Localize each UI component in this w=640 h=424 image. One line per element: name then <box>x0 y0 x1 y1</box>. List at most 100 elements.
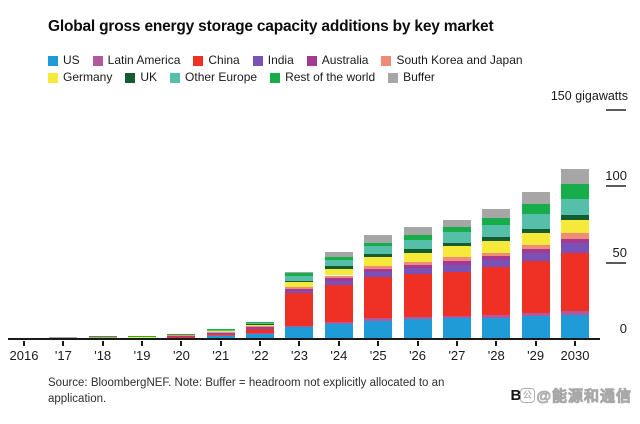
watermark-text: @能源和通信 <box>536 388 632 406</box>
x-axis-label: '21 <box>212 348 230 363</box>
legend-item-south-korea-and-japan: South Korea and Japan <box>381 52 523 69</box>
legend-swatch-icon <box>125 72 136 83</box>
legend-swatch-icon <box>48 55 58 66</box>
bar-segment-india <box>442 264 471 272</box>
legend-row: US Latin America China India Australia South … <box>48 52 608 69</box>
bar-segment-australia <box>364 268 393 272</box>
x-axis-tick <box>495 341 498 346</box>
bar-segment-germany <box>403 252 432 262</box>
bar-segment-australia <box>521 249 550 254</box>
bar-segment-south-korea-and-japan <box>88 336 117 338</box>
legend-swatch-icon <box>270 72 281 83</box>
bar-segment-south-korea-and-japan <box>403 261 432 265</box>
bar-segment-latin-america <box>442 316 471 319</box>
bar-segment-other-europe <box>482 225 511 238</box>
chart-legend: US Latin America China India Australia South … <box>48 52 608 86</box>
watermark-badge-icon: 公 <box>520 388 536 403</box>
bar-segment-germany <box>364 257 393 266</box>
y-axis-label: 0 <box>619 321 627 336</box>
bar-segment-us <box>246 333 275 339</box>
bar-segment-uk <box>403 248 432 253</box>
bar-segment-other-europe <box>403 239 432 249</box>
y-axis-label: 50 <box>612 244 627 260</box>
x-axis-label: '17 <box>54 348 72 363</box>
bar-segment-latin-america <box>403 316 432 320</box>
legend-swatch-icon <box>388 72 399 83</box>
bar-segment-other-europe <box>246 322 275 324</box>
bar-segment-rest-of-the-world <box>324 257 353 261</box>
bar-segment-germany <box>167 334 196 336</box>
bar-segment-us <box>442 318 471 339</box>
y-axis-tick <box>606 261 626 264</box>
legend-item-india: India <box>252 52 294 69</box>
bar-segment-us <box>285 326 314 339</box>
bar-segment-rest-of-the-world <box>442 226 471 232</box>
legend-item-latin-america: Latin America <box>92 52 180 69</box>
bar-segment-buffer <box>403 227 432 235</box>
x-axis-tick <box>259 341 262 346</box>
x-axis-tick <box>377 341 380 346</box>
x-axis-label: '19 <box>133 348 151 363</box>
legend-label: China <box>208 53 240 67</box>
bar-segment-india <box>521 253 550 261</box>
x-axis-tick <box>534 341 537 346</box>
bar-segment-other-europe <box>364 246 393 255</box>
bar-segment-rest-of-the-world <box>246 322 275 323</box>
legend-label: Other Europe <box>185 70 258 84</box>
bar-segment-germany <box>285 282 314 287</box>
branding-row: B 公 @能源和通信 <box>511 385 632 406</box>
legend-label: Rest of the world <box>285 70 376 84</box>
bar-segment-buffer <box>560 169 589 184</box>
chart-title: Global gross energy storage capacity add… <box>48 18 494 35</box>
bar-segment-buffer <box>482 208 511 219</box>
y-axis-tick <box>606 185 626 187</box>
x-axis-tick <box>101 341 104 346</box>
legend-label: South Korea and Japan <box>396 53 523 67</box>
bar-segment-buffer <box>364 234 393 243</box>
bar-segment-other-europe <box>442 231 471 243</box>
bar-segment-buffer <box>285 272 314 274</box>
legend-item-uk: UK <box>125 69 157 86</box>
bar-segment-germany <box>560 219 589 234</box>
legend-label: UK <box>140 70 158 84</box>
bar-segment-south-korea-and-japan <box>324 275 353 278</box>
x-axis-tick <box>298 341 301 346</box>
bar-segment-other-europe <box>285 276 314 281</box>
bar-segment-india <box>560 243 589 253</box>
x-axis-tick <box>23 341 25 346</box>
legend-swatch-icon <box>252 55 263 66</box>
bar-segment-rest-of-the-world <box>285 273 314 277</box>
legend-item-other-europe: Other Europe <box>170 69 257 86</box>
x-axis-line <box>8 338 600 340</box>
x-axis-label: 2030 <box>560 348 590 363</box>
bar-segment-china <box>167 336 196 338</box>
bar-segment-latin-america <box>285 325 314 327</box>
bar-segment-uk <box>442 242 471 247</box>
x-axis-tick <box>62 341 65 346</box>
bar-segment-other-europe <box>324 260 353 267</box>
bloomberg-logo: B <box>510 387 522 404</box>
bar-segment-india <box>482 260 511 268</box>
bar-segment-south-korea-and-japan <box>521 244 550 250</box>
bar-segment-australia <box>403 264 432 268</box>
bar-segment-rest-of-the-world <box>403 234 432 240</box>
bar-segment-us <box>364 320 393 339</box>
x-axis-label: '28 <box>487 348 505 363</box>
bar-segment-latin-america <box>364 318 393 321</box>
bar-segment-china <box>442 271 471 317</box>
bar-segment-latin-america <box>560 310 589 315</box>
bar-segment-australia <box>442 260 471 265</box>
legend-swatch-icon <box>193 55 204 66</box>
legend-item-australia: Australia <box>306 52 368 69</box>
bar-segment-germany <box>442 246 471 258</box>
bar-segment-other-europe <box>206 329 235 331</box>
legend-label: Buffer <box>403 70 435 84</box>
bar-segment-india <box>285 291 314 294</box>
bar-segment-rest-of-the-world <box>364 242 393 247</box>
bar-segment-china <box>482 267 511 315</box>
legend-swatch-icon <box>170 72 181 83</box>
bar-segment-south-korea-and-japan <box>128 337 157 338</box>
bar-segment-australia <box>324 277 353 281</box>
legend-item-germany: Germany <box>48 69 112 86</box>
